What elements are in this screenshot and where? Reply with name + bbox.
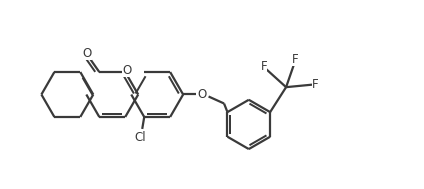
Text: O: O — [122, 64, 131, 77]
Text: Cl: Cl — [134, 131, 146, 144]
Text: F: F — [312, 78, 318, 91]
Text: F: F — [292, 53, 298, 66]
Text: O: O — [198, 88, 207, 101]
Text: O: O — [83, 47, 92, 60]
Text: F: F — [261, 60, 268, 73]
